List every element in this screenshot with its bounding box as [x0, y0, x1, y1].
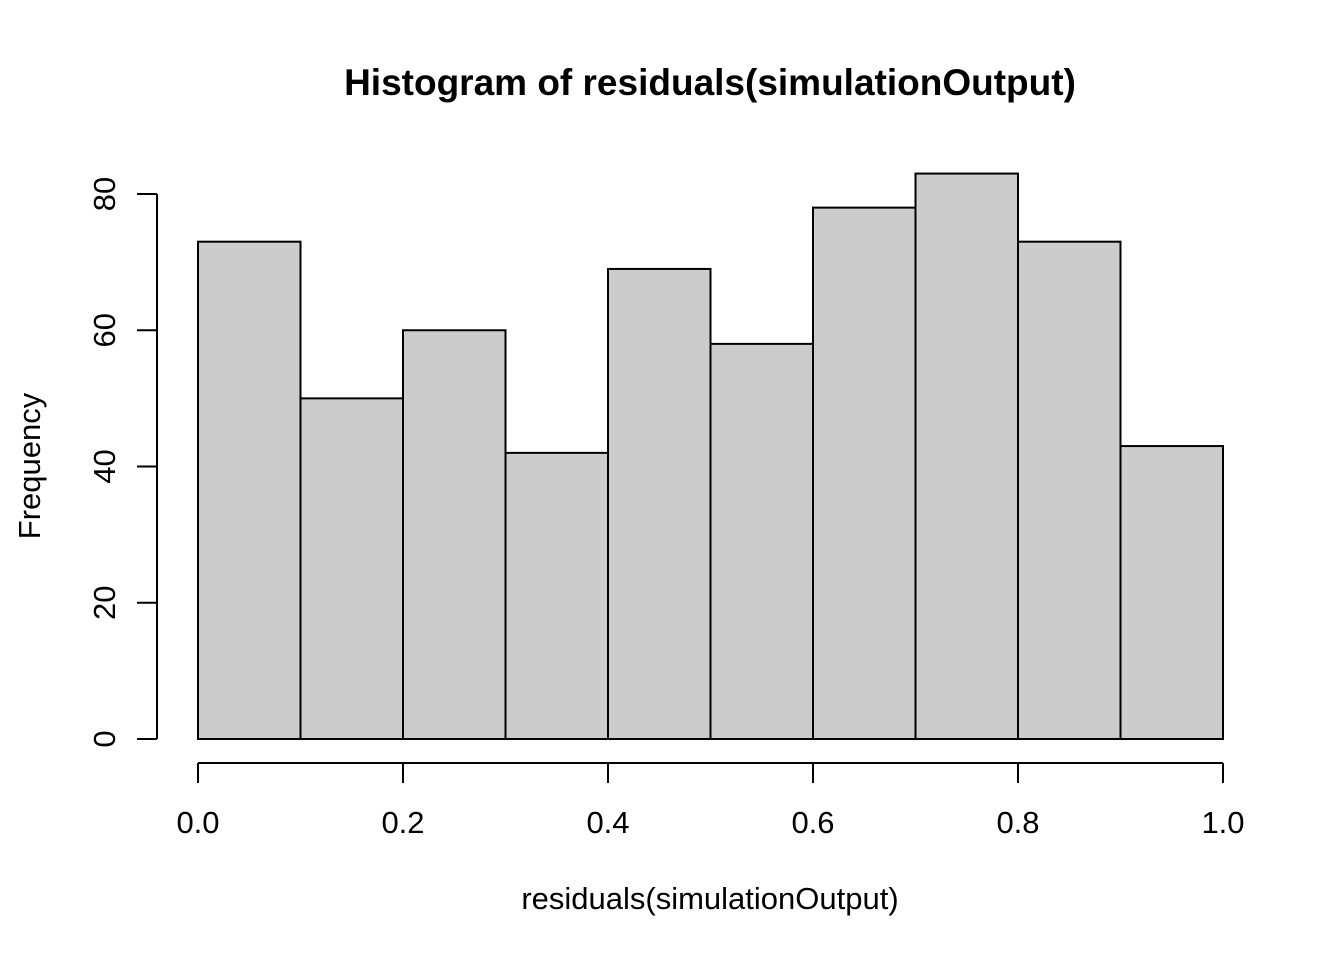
y-axis: 0 20 40 60 80 [87, 177, 158, 748]
x-axis-label: residuals(simulationOutput) [521, 881, 898, 916]
histogram-bar [709, 342, 814, 740]
histogram-bar [1119, 445, 1224, 740]
x-tick-label: 0.0 [176, 805, 219, 840]
histogram-bar [607, 267, 712, 740]
histogram-bar [914, 172, 1019, 740]
histogram-bar [299, 397, 404, 740]
x-tick-label: 1.0 [1201, 805, 1244, 840]
chart-title: Histogram of residuals(simulationOutput) [344, 62, 1076, 103]
histogram-bar [812, 206, 917, 740]
y-tick-label: 20 [87, 586, 122, 620]
y-axis-label: Frequency [12, 392, 47, 539]
y-tick-label: 0 [87, 730, 122, 747]
x-axis: 0.0 0.2 0.4 0.6 0.8 1.0 [176, 762, 1245, 840]
x-tick-label: 0.8 [996, 805, 1039, 840]
histogram-bar [197, 240, 302, 740]
x-tick-label: 0.4 [586, 805, 629, 840]
bars-group [197, 172, 1224, 740]
y-tick-label: 40 [87, 449, 122, 483]
y-tick-label: 80 [87, 177, 122, 211]
x-tick-label: 0.2 [381, 805, 424, 840]
y-tick-label: 60 [87, 313, 122, 347]
x-tick-label: 0.6 [791, 805, 834, 840]
histogram-bar [1017, 240, 1122, 740]
histogram-bar [402, 329, 507, 740]
histogram-bar [504, 451, 609, 740]
